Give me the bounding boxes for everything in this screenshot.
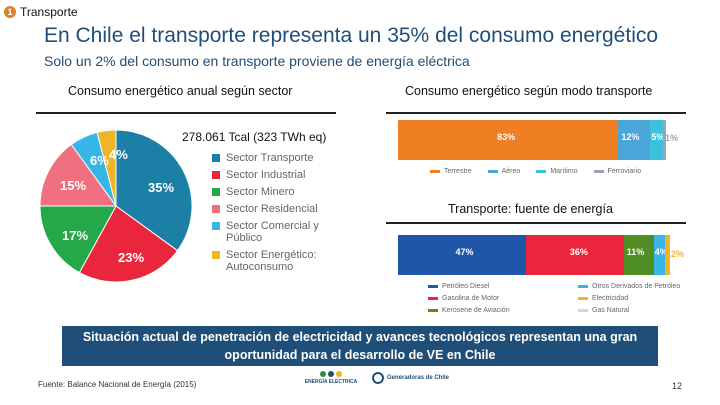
conclusion-banner: Situación actual de penetración de elect… (62, 326, 658, 366)
generadoras-logo: Generadoras de Chile (372, 372, 449, 384)
fuel-legend-otros: Otros Derivados de Petróleo (578, 283, 688, 290)
pie-slice-transporte (115, 129, 193, 252)
pie-chart-title: Consumo energético anual según sector (68, 84, 293, 98)
pie-slice-autoconsumo (96, 129, 117, 207)
bar-label-diesel: 47% (455, 247, 474, 257)
bar-segment-gasolina: 36% (525, 235, 624, 275)
sector-legend: Sector Transporte Sector Industrial Sect… (212, 152, 327, 273)
bar-segment-aereo: 12% (618, 120, 651, 160)
breadcrumb: 1 Transporte (4, 5, 78, 19)
bar-segment-diesel: 47% (398, 235, 526, 275)
legend-item-autoconsumo: Sector Energético: Autoconsumo (212, 249, 327, 273)
bar-label-terrestre: 83% (497, 132, 516, 142)
mode-chart-title: Consumo energético según modo transporte (405, 84, 653, 98)
mode-legend-ferroviario: Ferroviario (593, 168, 641, 175)
mode-legend-terrestre: Terrestre (430, 168, 472, 175)
sector-pie-chart (39, 129, 193, 283)
pie-label-autoconsumo: 4% (109, 147, 128, 162)
pie-slice-minero (39, 205, 117, 274)
mode-legend: Terrestre Aéreo Marítimo Ferroviario (430, 168, 641, 175)
mode-label-outside: 1% (665, 133, 679, 143)
page-number: 12 (672, 381, 683, 391)
bar-segment-ferroviario (663, 120, 666, 160)
bar-label-maritimo: 5% (651, 132, 665, 142)
section-label: Transporte (20, 5, 78, 19)
mode-legend-aereo: Aéreo (487, 168, 520, 175)
bar-segment-terrestre: 83% (398, 120, 619, 160)
mode-title-rule (386, 112, 686, 114)
fuel-legend-kerosene: Kerosene de Aviación (428, 307, 578, 314)
bar-segment-kerosene: 11% (623, 235, 654, 275)
bar-segment-otros: 4% (653, 235, 668, 275)
section-number-badge: 1 (4, 6, 16, 18)
fuel-legend-diesel: Petróleo Diesel (428, 283, 578, 290)
legend-item-residencial: Sector Residencial (212, 203, 327, 215)
mode-stacked-bar: 83% 12% 5% (398, 120, 666, 160)
page-title: En Chile el transporte representa un 35%… (44, 24, 659, 47)
bar-segment-maritimo: 5% (650, 120, 665, 160)
fuel-chart-title: Transporte: fuente de energía (448, 202, 613, 216)
legend-item-industrial: Sector Industrial (212, 169, 327, 181)
legend-item-minero: Sector Minero (212, 186, 327, 198)
pie-title-rule (36, 112, 336, 114)
logo1-text: ENERGÍA ELECTRICA (304, 379, 358, 385)
pie-label-transporte: 35% (148, 180, 175, 195)
mode-legend-maritimo: Marítimo (536, 168, 578, 175)
fuel-label-outside: 2% (671, 249, 685, 259)
source-note: Fuente: Balance Nacional de Energía (201… (38, 380, 197, 389)
pie-total-annotation: 278.061 Tcal (323 TWh eq) (180, 130, 329, 144)
fuel-legend: Petróleo Diesel Otros Derivados de Petró… (428, 283, 688, 314)
legend-item-transporte: Sector Transporte (212, 152, 327, 164)
logo2-text: Generadoras de Chile (387, 375, 450, 381)
fuel-title-rule (386, 222, 686, 224)
bar-label-otros: 4% (654, 247, 668, 257)
legend-item-comercial: Sector Comercial y Público (212, 220, 327, 244)
pie-label-minero: 17% (62, 228, 89, 243)
generadoras-logo-icon (372, 372, 384, 384)
fuel-legend-gasolina: Gasolina de Motor (428, 295, 578, 302)
banner-line-1: Situación actual de penetración de elect… (82, 330, 638, 344)
bar-label-kerosene: 11% (626, 247, 645, 257)
pie-slice-industrial (78, 205, 179, 283)
logo-mark-icon (296, 371, 366, 377)
pie-slice-residencial (39, 143, 117, 207)
bar-label-aereo: 12% (621, 132, 640, 142)
bar-label-gasolina: 36% (569, 247, 588, 257)
page-subtitle: Solo un 2% del consumo en transporte pro… (44, 53, 470, 69)
pie-label-industrial: 23% (118, 250, 145, 265)
bar-segment-electricidad (664, 235, 670, 275)
fuel-legend-gas: Gas Natural (578, 307, 688, 314)
pie-label-comercial: 6% (90, 153, 109, 168)
energia-electrica-logo: ENERGÍA ELECTRICA (296, 371, 366, 385)
fuel-legend-electricidad: Electricidad (578, 295, 688, 302)
fuel-stacked-bar: 47% 36% 11% 4% (398, 235, 670, 275)
banner-line-2: oportunidad para el desarrollo de VE en … (224, 348, 496, 362)
pie-label-residencial: 15% (60, 178, 87, 193)
